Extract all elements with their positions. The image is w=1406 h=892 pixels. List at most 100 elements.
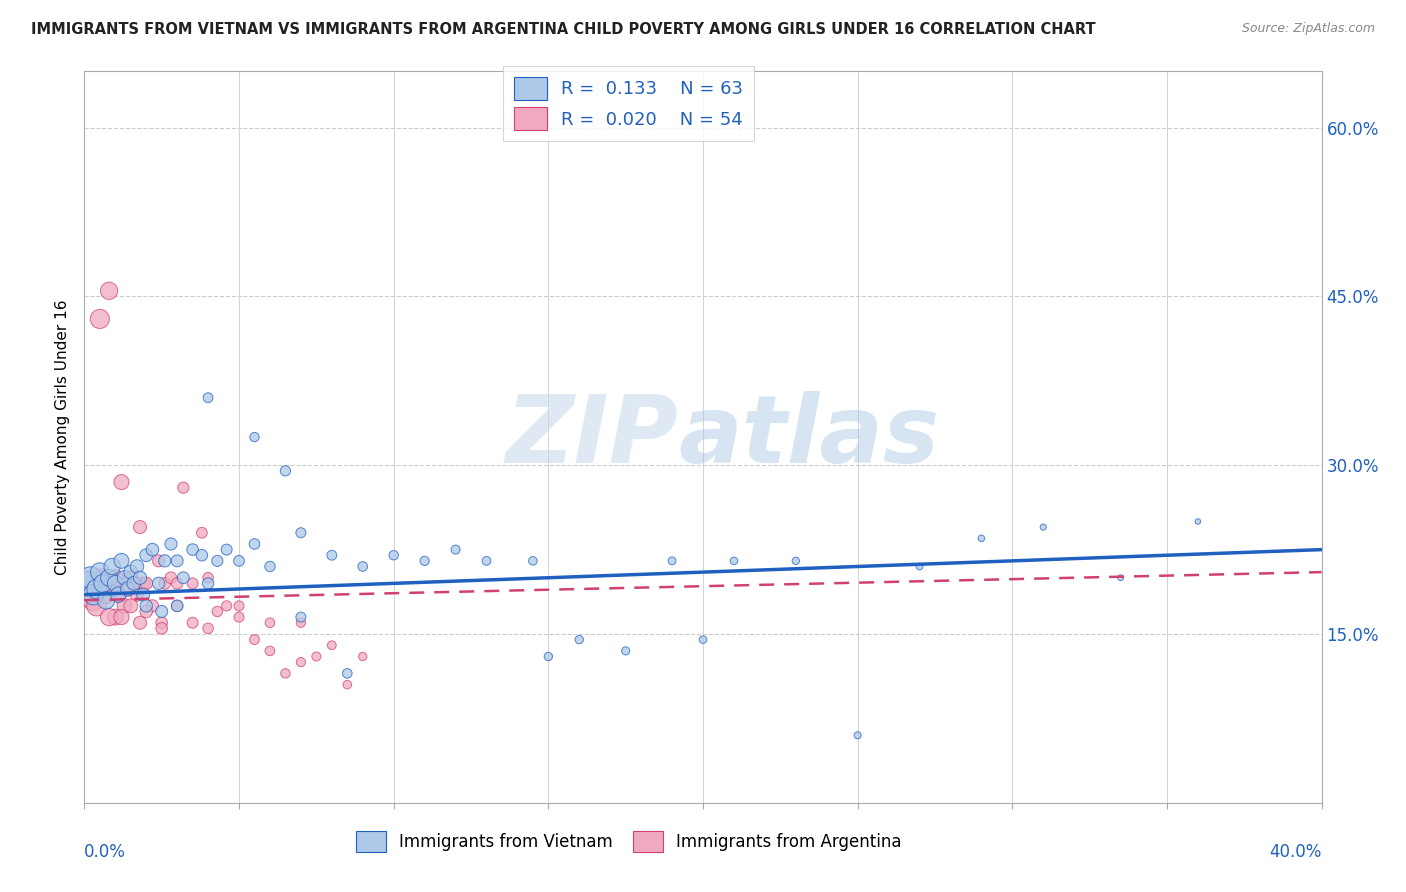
Point bbox=[305, 649, 328, 664]
Legend: Immigrants from Vietnam, Immigrants from Argentina: Immigrants from Vietnam, Immigrants from… bbox=[347, 822, 910, 860]
Point bbox=[444, 542, 467, 557]
Point bbox=[215, 599, 238, 613]
Point bbox=[614, 644, 637, 658]
Point bbox=[197, 391, 219, 405]
Point bbox=[89, 312, 111, 326]
Point bbox=[191, 525, 214, 540]
Point bbox=[94, 593, 117, 607]
Point bbox=[107, 588, 129, 602]
Point bbox=[290, 610, 312, 624]
Point bbox=[181, 576, 204, 591]
Point bbox=[160, 537, 183, 551]
Point bbox=[91, 571, 114, 585]
Point bbox=[661, 554, 683, 568]
Point bbox=[76, 576, 98, 591]
Point bbox=[243, 537, 266, 551]
Point bbox=[1109, 571, 1132, 585]
Point bbox=[166, 576, 188, 591]
Point bbox=[197, 576, 219, 591]
Point bbox=[148, 576, 170, 591]
Point bbox=[197, 621, 219, 635]
Text: atlas: atlas bbox=[678, 391, 939, 483]
Text: ZIP: ZIP bbox=[505, 391, 678, 483]
Point bbox=[91, 576, 114, 591]
Point bbox=[1032, 520, 1054, 534]
Text: Source: ZipAtlas.com: Source: ZipAtlas.com bbox=[1241, 22, 1375, 36]
Point bbox=[537, 649, 560, 664]
Point bbox=[290, 615, 312, 630]
Point bbox=[243, 430, 266, 444]
Point bbox=[107, 588, 129, 602]
Point bbox=[970, 532, 993, 546]
Point bbox=[150, 615, 173, 630]
Point bbox=[191, 548, 214, 562]
Point bbox=[259, 559, 281, 574]
Point bbox=[83, 593, 105, 607]
Point bbox=[135, 599, 157, 613]
Point bbox=[166, 554, 188, 568]
Point bbox=[228, 554, 250, 568]
Point bbox=[166, 599, 188, 613]
Point bbox=[114, 599, 136, 613]
Point bbox=[290, 525, 312, 540]
Point bbox=[132, 588, 155, 602]
Point bbox=[321, 638, 343, 652]
Point bbox=[336, 678, 359, 692]
Point bbox=[110, 475, 132, 489]
Point bbox=[122, 576, 145, 591]
Point bbox=[104, 571, 127, 585]
Point bbox=[259, 615, 281, 630]
Point bbox=[104, 576, 127, 591]
Point bbox=[321, 548, 343, 562]
Point bbox=[98, 284, 121, 298]
Point bbox=[172, 571, 194, 585]
Y-axis label: Child Poverty Among Girls Under 16: Child Poverty Among Girls Under 16 bbox=[55, 300, 70, 574]
Point bbox=[86, 599, 108, 613]
Point bbox=[153, 554, 176, 568]
Point bbox=[692, 632, 714, 647]
Point bbox=[336, 666, 359, 681]
Text: IMMIGRANTS FROM VIETNAM VS IMMIGRANTS FROM ARGENTINA CHILD POVERTY AMONG GIRLS U: IMMIGRANTS FROM VIETNAM VS IMMIGRANTS FR… bbox=[31, 22, 1095, 37]
Point bbox=[125, 559, 148, 574]
Point bbox=[129, 571, 152, 585]
Point bbox=[150, 605, 173, 619]
Point bbox=[94, 588, 117, 602]
Point bbox=[135, 548, 157, 562]
Point bbox=[1187, 515, 1209, 529]
Point bbox=[132, 576, 155, 591]
Point bbox=[141, 542, 163, 557]
Point bbox=[181, 615, 204, 630]
Point bbox=[117, 582, 139, 596]
Point bbox=[117, 582, 139, 596]
Point bbox=[228, 599, 250, 613]
Point bbox=[101, 576, 124, 591]
Point bbox=[120, 571, 142, 585]
Point bbox=[274, 666, 297, 681]
Point bbox=[181, 542, 204, 557]
Point bbox=[846, 728, 869, 742]
Point bbox=[76, 588, 98, 602]
Point bbox=[129, 520, 152, 534]
Point bbox=[290, 655, 312, 669]
Point bbox=[475, 554, 498, 568]
Point bbox=[110, 554, 132, 568]
Point bbox=[150, 621, 173, 635]
Point bbox=[568, 632, 591, 647]
Point bbox=[110, 610, 132, 624]
Point bbox=[129, 615, 152, 630]
Point bbox=[98, 610, 121, 624]
Point bbox=[207, 554, 229, 568]
Point bbox=[352, 649, 374, 664]
Point bbox=[114, 571, 136, 585]
Point bbox=[98, 571, 121, 585]
Point bbox=[243, 632, 266, 647]
Point bbox=[120, 599, 142, 613]
Point bbox=[122, 576, 145, 591]
Point bbox=[153, 576, 176, 591]
Point bbox=[101, 559, 124, 574]
Point bbox=[86, 582, 108, 596]
Point bbox=[259, 644, 281, 658]
Point bbox=[135, 605, 157, 619]
Point bbox=[274, 464, 297, 478]
Point bbox=[785, 554, 807, 568]
